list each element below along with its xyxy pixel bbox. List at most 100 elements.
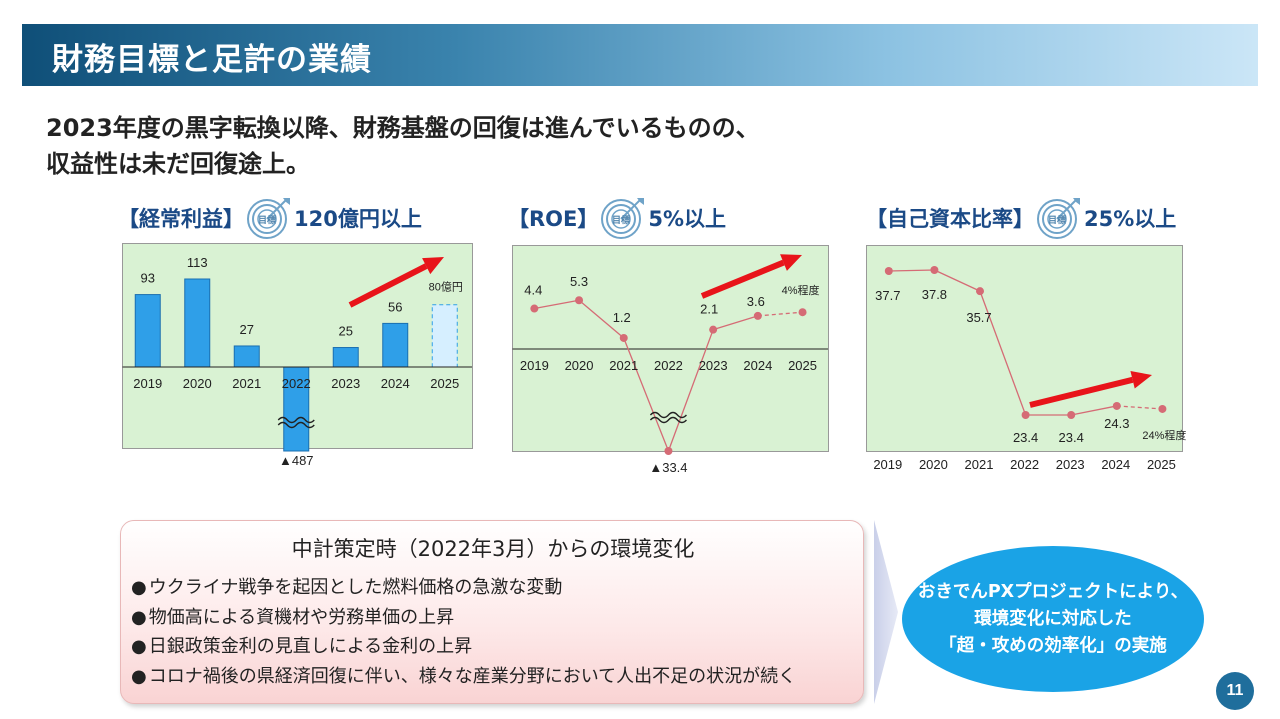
page-number: 11 [1216,672,1254,710]
point-2025 [798,308,807,317]
tick-label-2023: 2023 [699,358,728,373]
tick-label-2020: 2020 [565,358,594,373]
target-icon: 目標 [246,196,292,240]
target-icon: 目標 [1036,196,1082,240]
data-label-2020: 113 [187,255,208,270]
headline-line-2: 収益性は未だ回復途上。 [46,150,310,178]
kpi-name: 【ROE】 [508,207,599,231]
data-label-2020: 37.8 [922,287,947,302]
point-2022 [664,447,673,455]
environment-title: 中計策定時（2022年3月）からの環境変化 [291,537,695,561]
series-segment [534,299,580,310]
data-label-2022: ▲487 [279,453,314,468]
kpi-name: 【経常利益】 [118,207,244,231]
trend-arrow-head [422,257,444,275]
px-project-ellipse: おきでんPXプロジェクトにより、 環境変化に対応した 「超・攻めの効率化」の実施 [902,546,1204,692]
tick-label-2020: 2020 [183,376,212,391]
initiative-line-3: 「超・攻めの効率化」の実施 [939,635,1167,656]
bar-2019 [134,294,161,368]
tick-label-2023: 2023 [1056,457,1085,472]
kpi-name: 【自己資本比率】 [866,207,1034,231]
series-segment [888,269,935,272]
point-2021 [976,287,984,296]
list-item: コロナ禍後の県経済回復に伴い、様々な産業分野において人出不足の状況が続く [131,662,796,692]
point-2023 [1067,411,1076,419]
bar-2021 [233,345,260,368]
equity-ratio-chart: 2019 2020 2021 2022 2023 2024 2025 37.7 37.8 35.7… [866,245,1186,472]
tick-label-2021: 2021 [965,457,994,472]
environment-change-box: 中計策定時（2022年3月）からの環境変化 ウクライナ戦争を起因とした燃料価格の… [120,520,864,704]
series-segment [578,299,625,339]
series-segment [623,337,670,452]
data-label-2019: 37.7 [875,288,900,303]
point-2022 [1021,411,1030,419]
svg-text:目標: 目標 [1048,214,1066,226]
series-segment [934,269,981,292]
tick-label-2025: 2025 [430,376,459,391]
data-label-2024: 3.6 [747,294,765,309]
series-segment [667,329,714,452]
data-label-2025: 80億円 [429,281,463,294]
data-label-2025: 4%程度 [782,283,820,297]
trend-arrow-shaft [1029,376,1134,408]
tick-label-2023: 2023 [331,376,360,391]
data-label-2023: 2.1 [700,302,718,317]
environment-list: ウクライナ戦争を起因とした燃料価格の急激な変動 物価高による資機材や労務単価の上… [131,573,796,691]
title-bar: 財務目標と足許の業績 [22,24,1258,86]
point-2025 [1158,404,1167,413]
bar-2020 [184,278,211,368]
tick-label-2024: 2024 [381,376,410,391]
point-2024 [753,311,762,320]
series-segment [1071,405,1117,416]
trend-arrow-shaft [700,259,785,299]
data-label-2025: 24%程度 [1142,428,1186,442]
page-title: 財務目標と足許の業績 [52,42,372,78]
kpi-title-equity-ratio: 【自己資本比率】 目標 25%以上 [866,196,1177,240]
plot-area [866,245,1183,452]
kpi-title-ordinary-profit: 【経常利益】 目標 120億円以上 [118,196,422,240]
tick-label-2022: 2022 [1010,457,1039,472]
tick-label-2019: 2019 [873,457,902,472]
initiative-line-1: おきでんPXプロジェクトにより、 [917,581,1189,602]
trend-arrow-head [780,254,802,271]
headline-line-1: 2023年度の黒字転換以降、財務基盤の回復は進んでいるものの、 [46,114,760,142]
kpi-target: 5%以上 [648,207,727,231]
series-segment [712,315,759,331]
tick-label-2022: 2022 [654,358,683,373]
point-2019 [530,304,539,313]
svg-text:目標: 目標 [612,214,630,226]
point-2021 [619,333,628,342]
data-label-2024: 56 [388,299,402,314]
kpi-target: 25%以上 [1084,207,1177,231]
bar-2024 [382,322,409,368]
bar-2023 [332,347,359,368]
list-item: 物価高による資機材や労務単価の上昇 [131,603,796,633]
tick-label-2021: 2021 [609,358,638,373]
tick-label-2021: 2021 [232,376,261,391]
tick-label-2019: 2019 [133,376,162,391]
series-segment [757,311,803,317]
series-segment [1116,405,1163,410]
tick-label-2025: 2025 [788,358,817,373]
tick-label-2024: 2024 [743,358,772,373]
list-item: ウクライナ戦争を起因とした燃料価格の急激な変動 [131,573,796,603]
data-label-2019: 93 [141,271,155,286]
tick-label-2022: 2022 [282,376,311,391]
kpi-target: 120億円以上 [294,207,422,231]
data-label-2021: 27 [240,322,254,337]
tick-label-2019: 2019 [520,358,549,373]
bar-2025 [431,304,458,368]
roe-chart: 2019 2020 2021 2022 2023 2024 2025 4.4 5.3 1.2 ▲33… [512,245,829,475]
tick-label-2025: 2025 [1147,457,1176,472]
initiative-line-2: 環境変化に対応した [974,608,1132,629]
ordinary-profit-chart: 2019 93 2020 113 2021 27 2022 ▲487 2023 25 2024 56 2… [122,243,473,468]
data-label-2019: 4.4 [524,283,542,298]
list-item: 日銀政策金利の見直しによる金利の上昇 [131,632,796,662]
data-label-2021: 35.7 [966,310,991,325]
data-label-2024: 24.3 [1104,416,1129,431]
axis-break-mark [277,416,315,429]
point-2023 [709,325,718,334]
point-2024 [1112,401,1121,410]
axis-break-mark [649,411,687,424]
point-2019 [884,267,893,276]
